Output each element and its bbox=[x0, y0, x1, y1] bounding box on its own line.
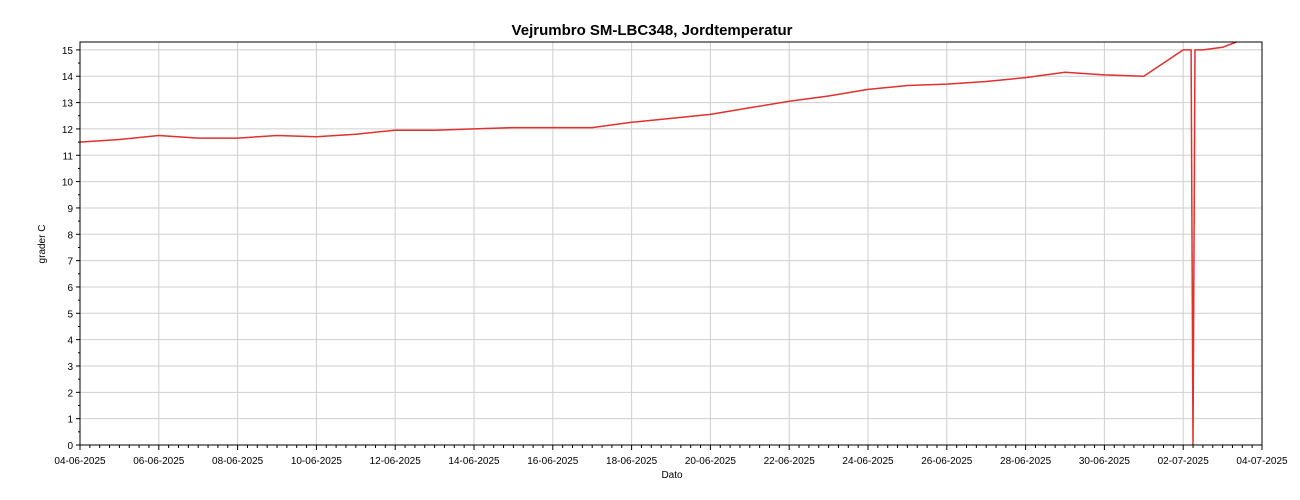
y-tick-label: 5 bbox=[67, 309, 73, 320]
chart-title: Vejrumbro SM-LBC348, Jordtemperatur bbox=[512, 22, 793, 39]
y-tick-label: 4 bbox=[67, 336, 73, 347]
y-tick-label: 0 bbox=[67, 441, 73, 452]
y-tick-label: 8 bbox=[67, 230, 73, 241]
y-tick-label: 14 bbox=[62, 72, 74, 83]
x-tick-label: 04-07-2025 bbox=[1236, 456, 1288, 467]
grid bbox=[80, 42, 1262, 445]
y-tick-label: 1 bbox=[67, 415, 73, 426]
x-tick-label: 30-06-2025 bbox=[1079, 456, 1131, 467]
x-tick-label: 02-07-2025 bbox=[1158, 456, 1210, 467]
x-tick-label: 12-06-2025 bbox=[370, 456, 422, 467]
y-tick-label: 13 bbox=[62, 99, 74, 110]
series-layer bbox=[79, 41, 1237, 446]
x-tick-label: 18-06-2025 bbox=[606, 456, 658, 467]
x-tick-label: 26-06-2025 bbox=[921, 456, 973, 467]
y-tick-label: 3 bbox=[67, 362, 73, 373]
y-tick-label: 12 bbox=[62, 125, 74, 136]
y-axis-label: grader C bbox=[37, 225, 48, 264]
y-tick-label: 2 bbox=[67, 388, 73, 399]
y-tick-label: 6 bbox=[67, 283, 73, 294]
x-tick-label: 16-06-2025 bbox=[527, 456, 579, 467]
x-tick-label: 24-06-2025 bbox=[842, 456, 894, 467]
x-tick-label: 06-06-2025 bbox=[133, 456, 185, 467]
plot-frame bbox=[79, 41, 1263, 446]
y-tick-label: 11 bbox=[63, 151, 74, 162]
x-tick-label: 08-06-2025 bbox=[212, 456, 264, 467]
y-tick-label: 9 bbox=[67, 204, 73, 215]
x-tick-label: 28-06-2025 bbox=[1000, 456, 1052, 467]
series-line bbox=[79, 41, 1237, 446]
x-tick-label: 14-06-2025 bbox=[448, 456, 500, 467]
x-tick-label: 04-06-2025 bbox=[54, 456, 106, 467]
x-axis-label: Dato bbox=[661, 470, 683, 481]
y-tick-label: 10 bbox=[62, 178, 74, 189]
y-tick-label: 15 bbox=[62, 46, 74, 57]
x-tick-label: 22-06-2025 bbox=[764, 456, 816, 467]
y-tick-label: 7 bbox=[67, 257, 73, 268]
x-tick-label: 10-06-2025 bbox=[291, 456, 343, 467]
x-axis: 04-06-2025 06-06-2025 08-06-2025 10-06-2025… bbox=[54, 445, 1288, 467]
x-tick-label: 20-06-2025 bbox=[685, 456, 737, 467]
